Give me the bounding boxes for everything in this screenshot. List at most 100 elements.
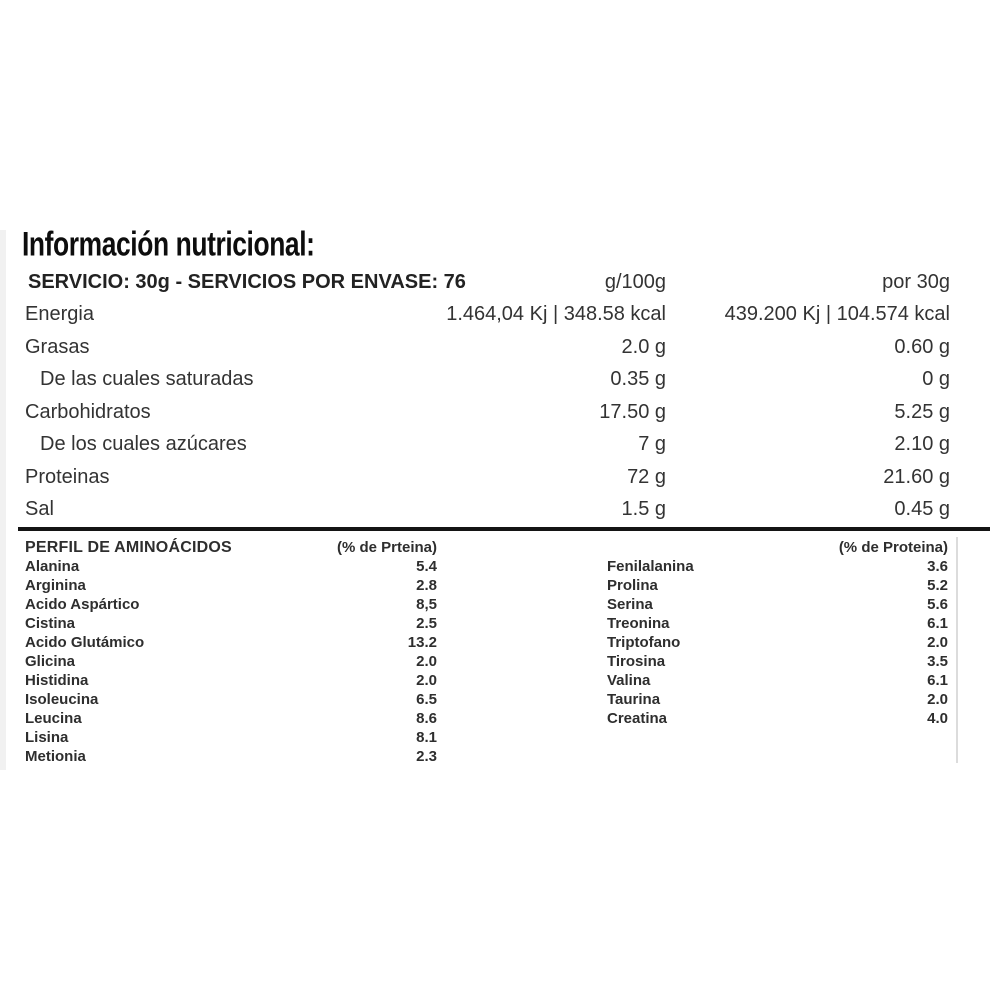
amino-name: Leucina xyxy=(25,710,82,727)
amino-header-left: PERFIL DE AMINOÁCIDOS (% de Prteina) xyxy=(25,538,437,557)
amino-row: Prolina 5.2 xyxy=(607,576,948,595)
amino-row: Acido Aspártico 8,5 xyxy=(25,595,437,614)
amino-name: Fenilalanina xyxy=(607,558,694,575)
amino-section-title: PERFIL DE AMINOÁCIDOS xyxy=(25,539,232,556)
amino-value: 2.0 xyxy=(927,691,948,708)
amino-name: Triptofano xyxy=(607,634,681,651)
amino-name: Cistina xyxy=(25,615,76,632)
amino-value: 4.0 xyxy=(927,710,948,727)
value-per-30g: 21.60 g xyxy=(883,465,950,488)
amino-name: Lisina xyxy=(25,729,69,746)
amino-value: 6.5 xyxy=(416,691,437,708)
amino-value: 8.1 xyxy=(416,729,437,746)
nutrition-table-header: SERVICIO: 30g - SERVICIOS POR ENVASE: 76… xyxy=(0,271,1000,297)
table-row: De las cuales saturadas 0.35 g 0 g xyxy=(0,368,1000,401)
amino-value: 5.6 xyxy=(927,596,948,613)
value-per-100g: 17.50 g xyxy=(599,400,666,423)
amino-value: 2.0 xyxy=(416,672,437,689)
amino-header-right: (% de Proteina) xyxy=(607,538,948,557)
nutrition-table-body: Energia 1.464,04 Kj | 348.58 kcal 439.200 … xyxy=(0,303,1000,531)
amino-row: Histidina 2.0 xyxy=(25,671,437,690)
amino-name: Glicina xyxy=(25,653,76,670)
value-per-100g: 7 g xyxy=(638,433,666,455)
table-row: De los cuales azúcares 7 g 2.10 g xyxy=(0,433,1000,466)
table-row: Energia 1.464,04 Kj | 348.58 kcal 439.200 … xyxy=(0,303,1000,336)
amino-value: 2.5 xyxy=(416,615,437,632)
amino-row: Triptofano 2.0 xyxy=(607,633,948,652)
amino-row: Leucina 8.6 xyxy=(25,709,437,728)
amino-right-percent-header: (% de Proteina) xyxy=(838,539,948,556)
amino-row: Cistina 2.5 xyxy=(25,614,437,633)
amino-value: 8,5 xyxy=(416,596,437,613)
value-per-30g: 0.45 g xyxy=(894,498,950,520)
table-row: Carbohidratos 17.50 g 5.25 g xyxy=(0,401,1000,434)
amino-name: Arginina xyxy=(25,577,86,594)
amino-name: Tirosina xyxy=(607,653,666,670)
column-header-per-100g: g/100g xyxy=(604,271,666,293)
amino-name: Alanina xyxy=(25,558,80,575)
amino-name: Isoleucina xyxy=(25,691,99,708)
amino-row: Treonina 6.1 xyxy=(607,614,948,633)
value-per-100g: 1.5 g xyxy=(621,498,666,520)
table-row: Grasas 2.0 g 0.60 g xyxy=(0,336,1000,369)
amino-value: 2.8 xyxy=(416,577,437,594)
amino-value: 2.0 xyxy=(927,634,948,651)
scan-edge-right xyxy=(956,537,958,763)
amino-row: Arginina 2.8 xyxy=(25,576,437,595)
amino-left-rows: Alanina 5.4 Arginina 2.8 Acido Aspártico 8,5 C… xyxy=(25,557,437,766)
amino-name: Histidina xyxy=(25,672,89,689)
scan-edge-left xyxy=(0,230,6,770)
amino-value: 3.5 xyxy=(927,653,948,670)
value-per-30g: 5.25 g xyxy=(894,400,950,423)
amino-value: 13.2 xyxy=(407,634,437,651)
amino-value: 6.1 xyxy=(927,615,948,632)
serving-info: SERVICIO: 30g - SERVICIOS POR ENVASE: 76 xyxy=(28,271,466,293)
amino-column-left: PERFIL DE AMINOÁCIDOS (% de Prteina) Ala… xyxy=(25,538,437,766)
value-per-100g: 72 g xyxy=(627,465,666,488)
value-per-30g: 0 g xyxy=(922,368,950,390)
amino-column-right: (% de Proteina) Fenilalanina 3.6 Prolina 5.… xyxy=(607,538,948,728)
nutrient-label: Carbohidratos xyxy=(25,400,151,423)
value-per-100g: 0.35 g xyxy=(610,368,666,390)
amino-value: 5.4 xyxy=(416,558,437,575)
amino-row: Fenilalanina 3.6 xyxy=(607,557,948,576)
amino-name: Acido Aspártico xyxy=(25,596,140,613)
amino-row: Tirosina 3.5 xyxy=(607,652,948,671)
amino-value: 6.1 xyxy=(927,672,948,689)
amino-value: 3.6 xyxy=(927,558,948,575)
amino-value: 2.3 xyxy=(416,748,437,765)
amino-row: Acido Glutámico 13.2 xyxy=(25,633,437,652)
nutrient-label: Energia xyxy=(25,303,94,325)
value-per-100g: 1.464,04 Kj | 348.58 kcal xyxy=(446,303,666,325)
amino-name: Acido Glutámico xyxy=(25,634,145,651)
amino-name: Treonina xyxy=(607,615,670,632)
page-title: Información nutricional: xyxy=(22,224,315,263)
value-per-30g: 0.60 g xyxy=(894,335,950,358)
amino-value: 5.2 xyxy=(927,577,948,594)
nutrient-label: Sal xyxy=(25,498,54,520)
nutrient-label: Grasas xyxy=(25,335,90,358)
value-per-30g: 2.10 g xyxy=(894,433,950,455)
amino-name: Taurina xyxy=(607,691,661,708)
amino-right-rows: Fenilalanina 3.6 Prolina 5.2 Serina 5.6 Treoni… xyxy=(607,557,948,728)
column-header-per-30g: por 30g xyxy=(882,271,950,293)
amino-row: Isoleucina 6.5 xyxy=(25,690,437,709)
amino-name: Creatina xyxy=(607,710,668,727)
table-row: Proteinas 72 g 21.60 g xyxy=(0,466,1000,499)
amino-name: Metionia xyxy=(25,748,86,765)
amino-name: Serina xyxy=(607,596,653,613)
nutrient-label: De las cuales saturadas xyxy=(40,368,254,390)
value-per-30g: 439.200 Kj | 104.574 kcal xyxy=(724,303,950,325)
section-divider xyxy=(18,527,990,531)
amino-row: Alanina 5.4 xyxy=(25,557,437,576)
amino-row: Taurina 2.0 xyxy=(607,690,948,709)
nutrient-label: De los cuales azúcares xyxy=(40,433,247,455)
nutrient-label: Proteinas xyxy=(25,465,110,488)
table-row: Sal 1.5 g 0.45 g xyxy=(0,498,1000,531)
amino-row: Glicina 2.0 xyxy=(25,652,437,671)
amino-name: Prolina xyxy=(607,577,658,594)
amino-row: Serina 5.6 xyxy=(607,595,948,614)
amino-value: 2.0 xyxy=(416,653,437,670)
value-per-100g: 2.0 g xyxy=(621,335,666,358)
